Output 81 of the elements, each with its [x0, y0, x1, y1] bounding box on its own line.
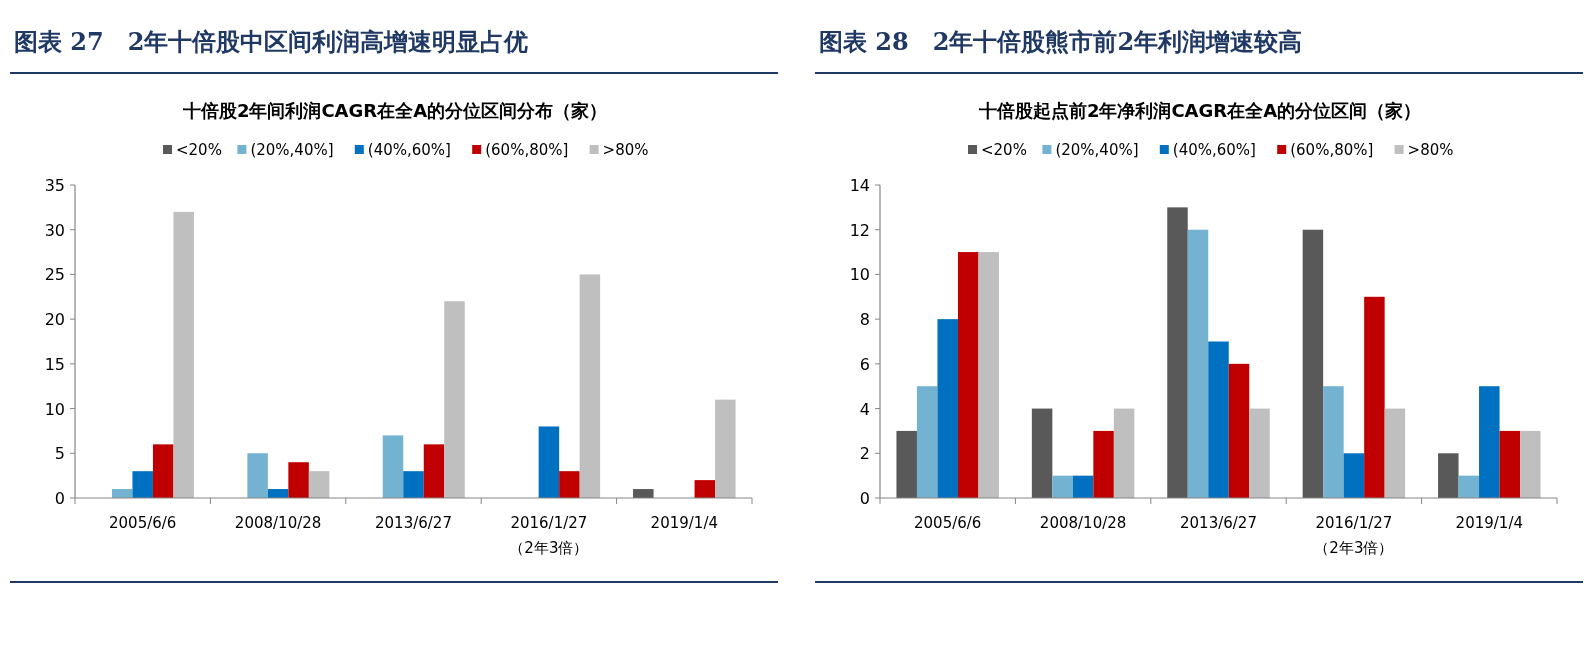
bar: [173, 211, 194, 498]
bar: [694, 480, 716, 498]
bar: [1031, 408, 1053, 498]
legend-label: (20%,40%]: [250, 141, 334, 159]
legend-label: >80%: [1407, 141, 1454, 159]
bar: [1458, 475, 1480, 498]
bar: [132, 471, 153, 498]
bar: [1249, 408, 1270, 498]
chart-subtitle: 十倍股起点前2年净利润CAGR在全A的分位区间（家）: [977, 100, 1422, 121]
y-tick-label: 35: [44, 176, 65, 195]
chart-title: 图表 27 2年十倍股中区间利润高增速明显占优: [14, 27, 529, 56]
bar: [1072, 475, 1094, 498]
x-tick-label: 2008/10/28: [1039, 514, 1127, 532]
x-tick-label: 2016/1/27 （2年3倍）: [509, 514, 589, 557]
legend-label: (60%,80%]: [485, 141, 569, 159]
y-tick-label: 2: [859, 444, 870, 464]
bar: [423, 444, 445, 498]
x-tick-label: 2005/6/6: [914, 514, 982, 532]
x-tick-label: 2019/1/4: [1455, 514, 1523, 532]
bar: [1364, 296, 1385, 498]
bar: [538, 426, 560, 498]
bar: [633, 489, 654, 498]
bar: [308, 471, 330, 498]
y-tick-label: 12: [849, 220, 870, 240]
y-tick-label: 6: [859, 354, 870, 374]
bar: [1343, 453, 1365, 498]
x-tick-label: 2013/6/27: [1180, 514, 1257, 532]
bar: [288, 462, 309, 498]
bar: [1302, 229, 1324, 498]
bar: [1208, 341, 1229, 498]
bar: [937, 319, 958, 498]
bar: [1499, 430, 1521, 498]
bar: [1167, 207, 1188, 498]
bar: [896, 430, 917, 498]
bar: [715, 399, 736, 498]
legend-label: <20%: [981, 141, 1027, 159]
bar: [1052, 475, 1073, 498]
x-tick-label: 2008/10/28: [234, 514, 322, 532]
legend-label: >80%: [602, 141, 649, 159]
x-tick-label: 2013/6/27: [375, 514, 452, 532]
x-tick-label: 2005/6/6: [109, 514, 177, 532]
y-tick-label: 4: [859, 399, 870, 419]
bar: [382, 435, 404, 498]
chart-title: 图表 28 2年十倍股熊市前2年利润增速较高: [819, 27, 1303, 56]
y-tick-label: 25: [44, 265, 65, 285]
bar: [403, 471, 424, 498]
x-tick-label: 2016/1/27 （2年3倍）: [1314, 514, 1394, 557]
bar: [152, 444, 174, 498]
bar: [579, 274, 601, 498]
bar: [1113, 408, 1135, 498]
bar: [1187, 229, 1209, 498]
bar: [444, 301, 465, 498]
y-tick-label: 0: [54, 489, 65, 508]
bar: [559, 471, 580, 498]
bar: [1479, 386, 1500, 498]
legend-label: (60%,80%]: [1290, 141, 1374, 159]
y-tick-label: 10: [849, 265, 870, 285]
legend-label: (20%,40%]: [1055, 141, 1139, 159]
legend-label: (40%,60%]: [367, 141, 451, 159]
y-tick-label: 5: [54, 444, 65, 464]
y-tick-label: 15: [44, 354, 65, 374]
legend-label: (40%,60%]: [1172, 141, 1256, 159]
y-tick-label: 8: [859, 310, 870, 330]
y-tick-label: 30: [44, 220, 65, 240]
legend-label: <20%: [176, 141, 222, 159]
chart-subtitle: 十倍股2年间利润CAGR在全A的分位区间分布（家）: [181, 100, 608, 121]
bar: [247, 453, 268, 498]
bar: [1384, 408, 1406, 498]
bar: [1520, 430, 1541, 498]
x-tick-label: 2019/1/4: [650, 514, 718, 532]
y-tick-label: 0: [859, 489, 870, 508]
bar: [978, 252, 999, 498]
bar: [1323, 386, 1344, 498]
y-tick-label: 10: [44, 399, 65, 419]
bar: [1438, 453, 1459, 498]
bar: [957, 252, 979, 498]
y-tick-label: 14: [849, 176, 870, 195]
y-tick-label: 20: [44, 310, 65, 330]
bar: [1228, 363, 1250, 498]
bar: [916, 386, 938, 498]
bar: [1093, 430, 1114, 498]
